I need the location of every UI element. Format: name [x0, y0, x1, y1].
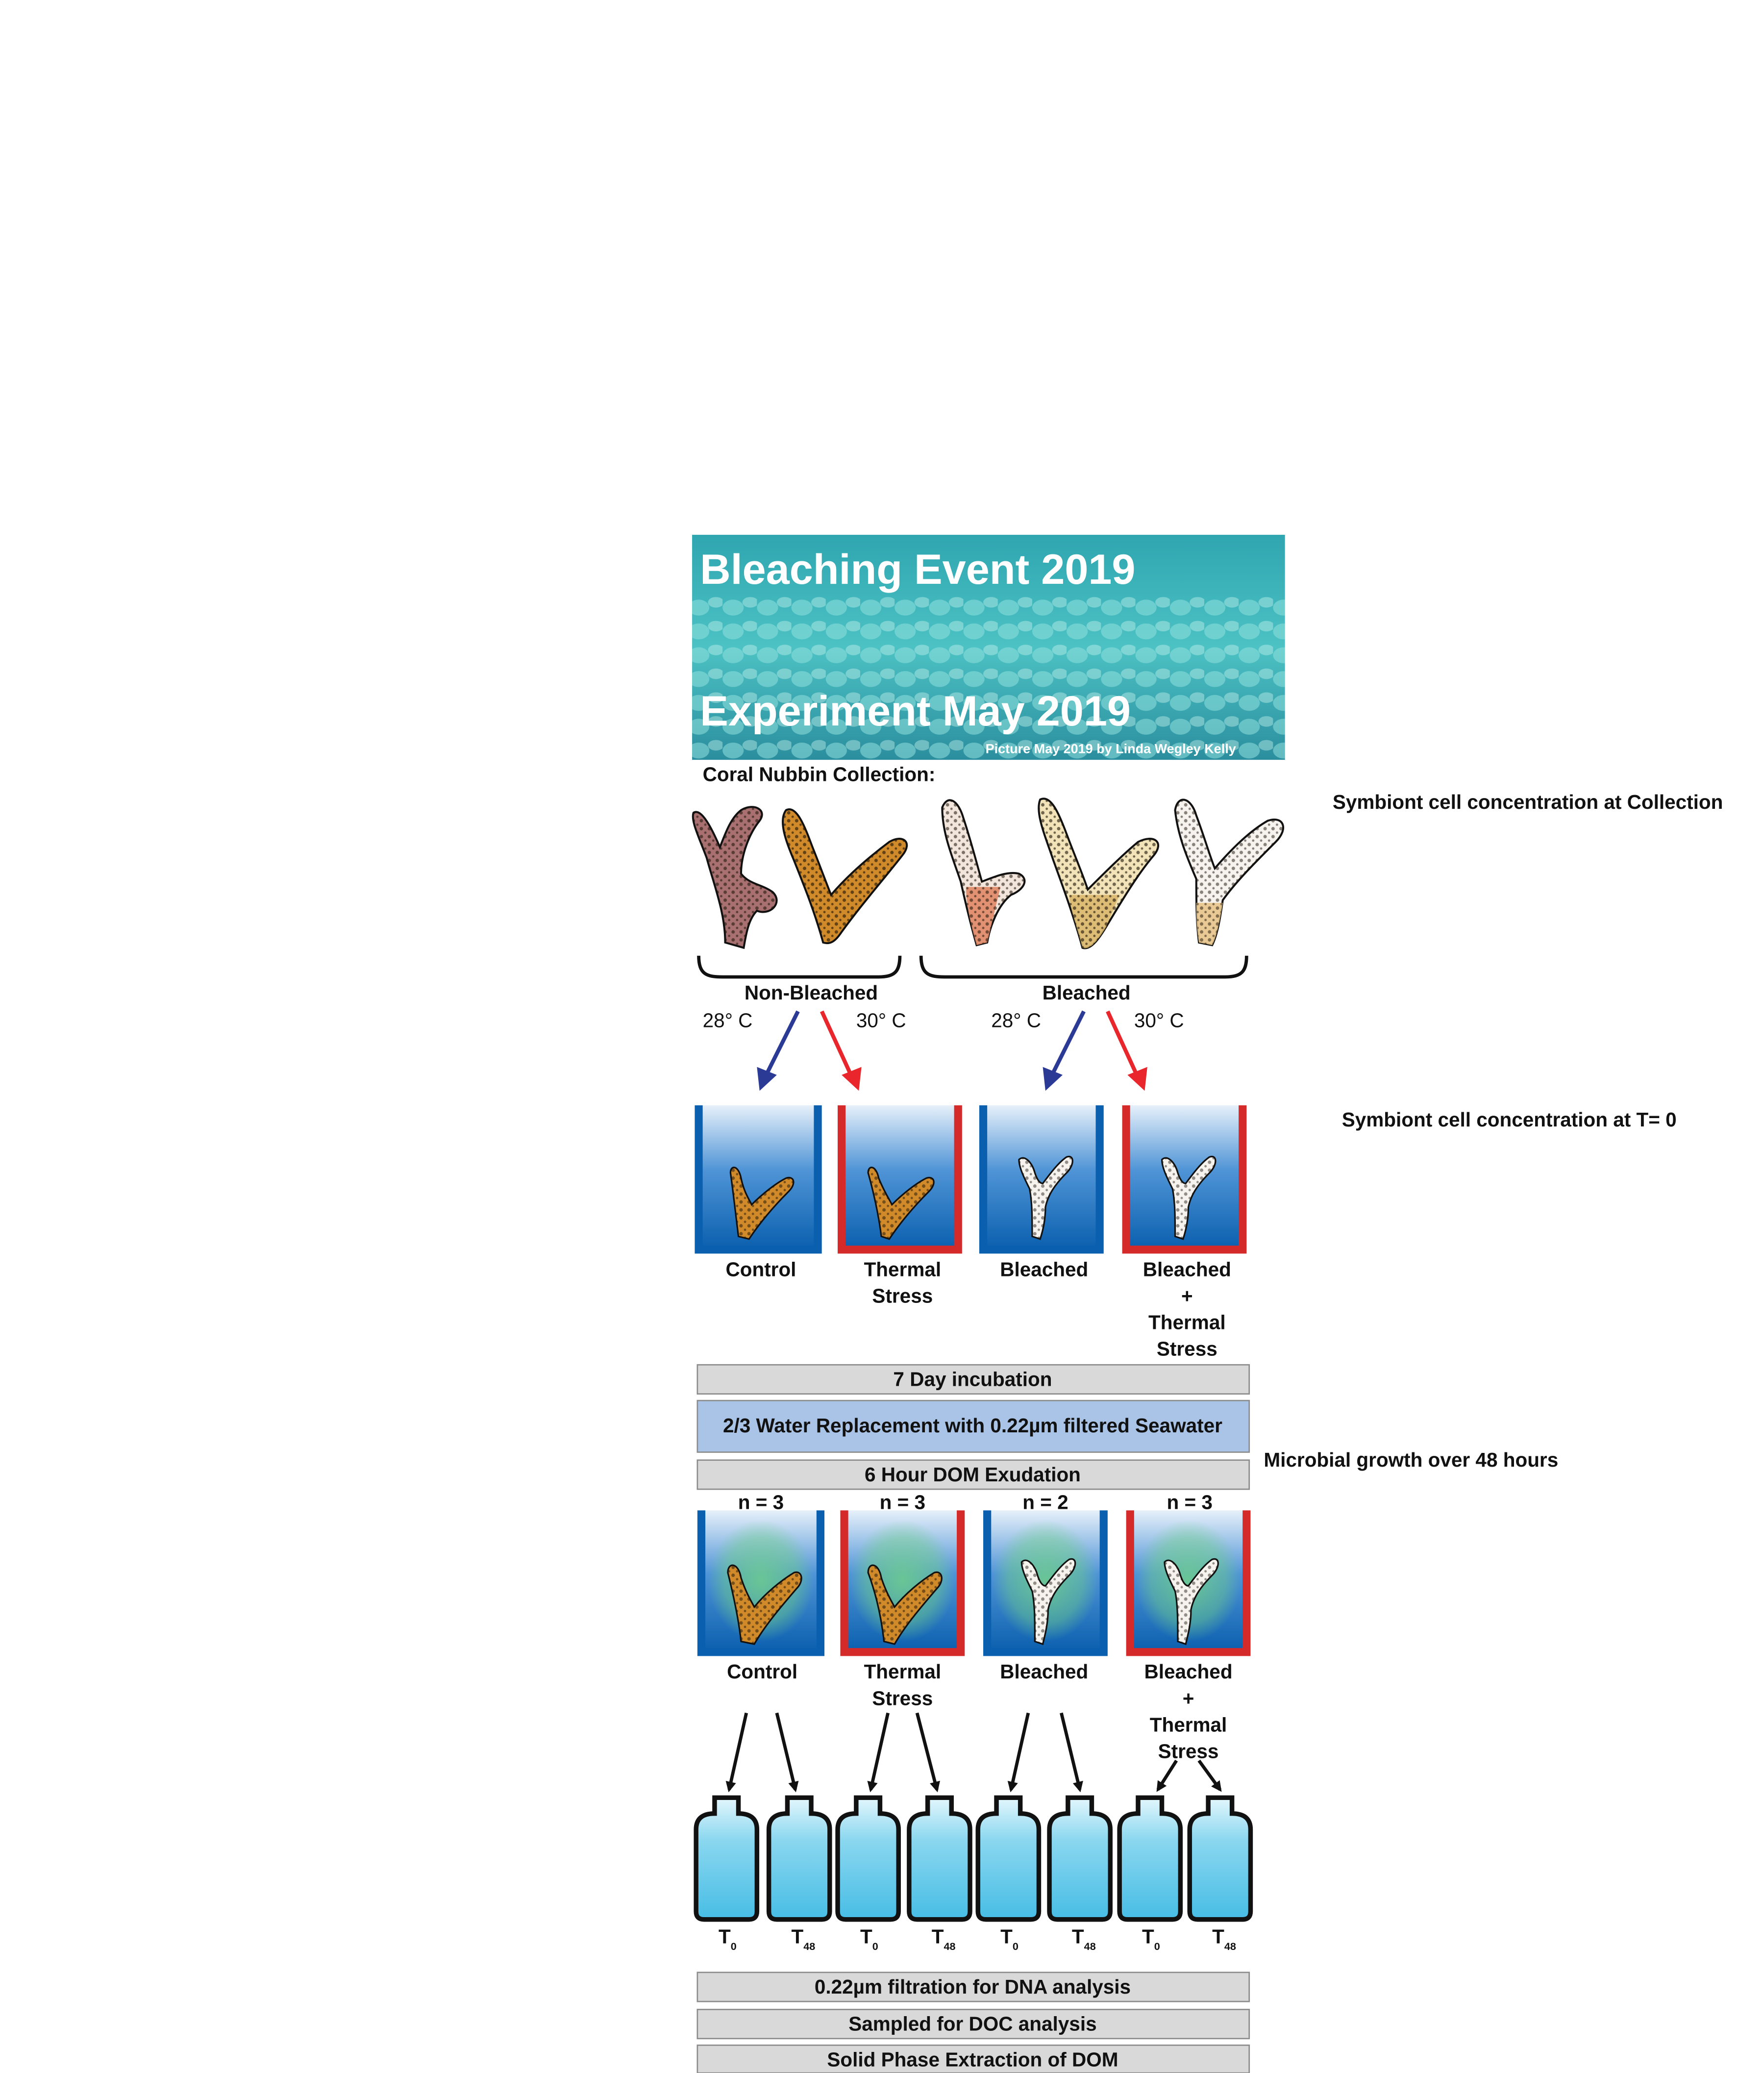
sample-bottle-t48: [766, 1795, 832, 1922]
bottles: [694, 1795, 1253, 1922]
label-bt-1d: Stress: [1157, 1337, 1217, 1360]
tank-control-2: [697, 1510, 825, 1656]
label-thermal-2b: Stress: [872, 1687, 933, 1709]
sample-bottle-t0: [975, 1795, 1042, 1922]
svg-text:0.22µm filtration for DNA anal: 0.22µm filtration for DNA analysis: [815, 1975, 1131, 1998]
coral-nubbin-1: [692, 806, 778, 949]
bottle-labels: T0 T48 T0 T48 T0 T48 T0 T48: [719, 1925, 1236, 1952]
svg-text:6 Hour DOM Exudation: 6 Hour DOM Exudation: [865, 1463, 1081, 1486]
sample-bottle-t48: [1187, 1795, 1253, 1922]
bottle-label-subscript: 48: [1224, 1940, 1236, 1952]
banner-title-2: Experiment May 2019: [700, 688, 1131, 735]
svg-text:Solid Phase Extraction of DOM: Solid Phase Extraction of DOM: [827, 2048, 1118, 2071]
treatment-labels-1: Control Thermal Stress Bleached Bleached…: [725, 1258, 1231, 1360]
group-label-nonbleached: Non-Bleached: [745, 981, 878, 1004]
tank-bleached-thermal-1: [1122, 1105, 1247, 1254]
label-thermal-1b: Stress: [872, 1284, 933, 1307]
n-control: n = 3: [738, 1491, 784, 1514]
final-step-filtration: 0.22µm filtration for DNA analysis: [696, 1972, 1250, 2002]
step-incubation: 7 Day incubation: [696, 1364, 1250, 1395]
n-bleached: n = 2: [1022, 1491, 1068, 1514]
bottle-label-subscript: 0: [1013, 1940, 1019, 1952]
step-exudation: 6 Hour DOM Exudation: [696, 1459, 1250, 1490]
bottle-label-t0: T0: [1000, 1925, 1019, 1952]
label-bt-1c: Thermal: [1148, 1311, 1226, 1333]
final-step-doc: Sampled for DOC analysis: [696, 2009, 1250, 2040]
step-water-replacement: 2/3 Water Replacement with 0.22µm filter…: [696, 1399, 1250, 1453]
brace-bleached: [919, 955, 1248, 979]
banner-credit: Picture May 2019 by Linda Wegley Kelly: [986, 742, 1236, 756]
coral-nubbin-3: [941, 799, 1026, 947]
svg-text:2/3 Water Replacement with 0.2: 2/3 Water Replacement with 0.22µm filter…: [723, 1414, 1222, 1437]
temp-arrows: [757, 1010, 1147, 1091]
bottle-label-subscript: 0: [872, 1940, 878, 1952]
sample-bottle-t48: [1047, 1795, 1113, 1922]
sample-bottle-t0: [694, 1795, 760, 1922]
label-thermal-2a: Thermal: [864, 1660, 942, 1683]
label-thermal-1a: Thermal: [864, 1258, 942, 1280]
bottle-label-subscript: 48: [944, 1940, 955, 1952]
group-label-bleached: Bleached: [1043, 981, 1131, 1004]
label-bleached-1: Bleached: [1000, 1258, 1088, 1280]
bottle-label-subscript: 0: [1154, 1940, 1160, 1952]
bottle-label-subscript: 48: [1084, 1940, 1096, 1952]
label-control-1: Control: [725, 1258, 796, 1280]
temp-label-b-low: 28° C: [991, 1009, 1041, 1032]
coral-nubbin-5: [1174, 799, 1284, 947]
sample-bottle-t48: [907, 1795, 972, 1922]
temp-label-nb-high: 30° C: [856, 1009, 906, 1032]
banner-title-1: Bleaching Event 2019: [700, 546, 1135, 593]
collection-heading: Coral Nubbin Collection:: [703, 763, 936, 785]
temp-label-nb-low: 28° C: [703, 1009, 753, 1032]
bottle-label-t0: T0: [1142, 1925, 1160, 1952]
label-bt-1b: +: [1181, 1284, 1193, 1307]
label-bleached-2: Bleached: [1000, 1660, 1088, 1683]
coral-nubbin-4: [1038, 798, 1159, 949]
coral-nubbin-2: [782, 808, 908, 945]
label-bt-2c: Thermal: [1150, 1713, 1227, 1736]
n-thermal: n = 3: [880, 1491, 925, 1514]
label-bt-2a: Bleached: [1144, 1660, 1233, 1683]
bottle-label-t48: T48: [932, 1925, 956, 1952]
sampling-arrows: [725, 1712, 1222, 1793]
bottle-label-t48: T48: [792, 1925, 816, 1952]
tank-bleached-2: [983, 1510, 1108, 1656]
svg-text:Sampled for DOC analysis: Sampled for DOC analysis: [848, 2013, 1096, 2035]
temp-label-b-high: 30° C: [1134, 1009, 1184, 1032]
tank-thermal-2: [840, 1510, 965, 1656]
bottle-label-t48: T48: [1072, 1925, 1096, 1952]
label-bt-2b: +: [1183, 1687, 1194, 1709]
banner: Bleaching Event 2019 Experiment May 2019…: [692, 535, 1285, 760]
svg-text:7 Day incubation: 7 Day incubation: [893, 1368, 1052, 1390]
label-bt-1a: Bleached: [1143, 1258, 1231, 1280]
sample-bottle-t0: [835, 1795, 901, 1922]
label-control-2: Control: [727, 1660, 797, 1683]
final-step-spe: Solid Phase Extraction of DOM: [696, 2044, 1250, 2073]
note-collection: Symbiont cell concentration at Collectio…: [1333, 791, 1723, 813]
tank-bleached-thermal-2: [1126, 1510, 1251, 1656]
note-microbial: Microbial growth over 48 hours: [1264, 1449, 1558, 1471]
bottle-label-subscript: 0: [731, 1940, 737, 1952]
tank-thermal-1: [838, 1105, 962, 1254]
tank-control-1: [695, 1105, 822, 1254]
bottle-label-t0: T0: [719, 1925, 737, 1952]
label-bt-2d: Stress: [1158, 1740, 1219, 1762]
note-t0: Symbiont cell concentration at T= 0: [1342, 1108, 1677, 1131]
bottle-label-t0: T0: [860, 1925, 878, 1952]
sample-bottle-t0: [1117, 1795, 1183, 1922]
bottle-label-t48: T48: [1212, 1925, 1236, 1952]
brace-nonbleached: [697, 955, 902, 979]
treatment-labels-2: Control Thermal Stress Bleached Bleached…: [727, 1660, 1232, 1762]
bottle-label-subscript: 48: [803, 1940, 815, 1952]
n-bleached-thermal: n = 3: [1167, 1491, 1213, 1514]
tank-bleached-1: [979, 1105, 1104, 1254]
